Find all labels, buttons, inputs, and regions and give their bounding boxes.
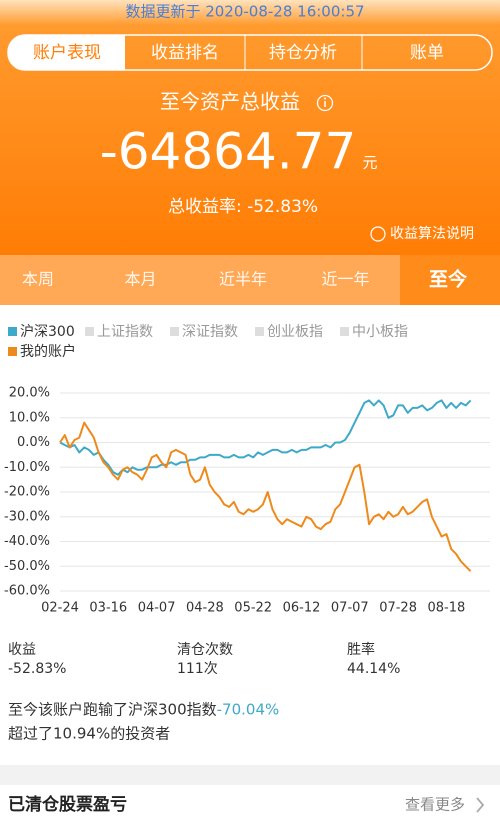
legend-swatch bbox=[8, 327, 17, 336]
summary-line: 至今该账户跑输了沪深300指数 bbox=[8, 701, 217, 719]
series-line bbox=[59, 399, 472, 476]
period[interactable]: 近一年 bbox=[321, 270, 369, 289]
legend-swatch bbox=[340, 327, 349, 336]
legend-label[interactable]: 上证指数 bbox=[97, 324, 153, 340]
summary-diff: -70.04% bbox=[217, 701, 280, 719]
stat-value: -52.83% bbox=[8, 661, 66, 677]
tab-bar bbox=[7, 34, 493, 71]
y-tick-label: -50.0% bbox=[4, 559, 50, 574]
legend-label[interactable]: 中小板指 bbox=[352, 324, 408, 340]
legend-swatch bbox=[8, 347, 17, 356]
x-tick-label: 04-28 bbox=[186, 601, 224, 616]
tab-active-bg bbox=[8, 35, 125, 70]
legend-swatch bbox=[255, 327, 264, 336]
y-tick-label: -20.0% bbox=[4, 485, 50, 500]
period[interactable]: 近半年 bbox=[219, 270, 267, 289]
separator bbox=[0, 765, 500, 785]
y-tick-label: -10.0% bbox=[4, 460, 50, 475]
info-icon-dot bbox=[324, 97, 326, 100]
x-tick-label: 05-22 bbox=[234, 601, 272, 616]
more-link[interactable]: 查看更多 bbox=[405, 796, 465, 814]
period[interactable]: 本月 bbox=[124, 270, 156, 289]
help-link[interactable]: 收益算法说明 bbox=[390, 226, 474, 242]
chevron bbox=[476, 797, 485, 813]
y-tick-label: 10.0% bbox=[9, 410, 50, 425]
summary-line: 超过了10.94%的投资者 bbox=[8, 725, 170, 743]
y-tick-label: 0.0% bbox=[17, 435, 50, 450]
x-tick-label: 07-07 bbox=[331, 601, 369, 616]
period[interactable]: 本周 bbox=[22, 270, 54, 289]
tab[interactable]: 账户表现 bbox=[33, 43, 101, 63]
legend-label[interactable]: 沪深300 bbox=[20, 324, 75, 340]
y-tick-label: 20.0% bbox=[9, 386, 50, 401]
tab[interactable]: 账单 bbox=[410, 43, 444, 63]
total-rate: 总收益率: -52.83% bbox=[168, 197, 318, 217]
stat-label: 清仓次数 bbox=[177, 642, 233, 658]
y-tick-label: -60.0% bbox=[4, 584, 50, 599]
total-label: 至今资产总收益 bbox=[160, 90, 300, 114]
stat-label: 收益 bbox=[8, 642, 36, 658]
legend-label[interactable]: 创业板指 bbox=[267, 324, 323, 340]
total-value: -64864.77 bbox=[100, 123, 357, 181]
info-icon[interactable] bbox=[316, 94, 334, 112]
series-line bbox=[59, 421, 472, 572]
x-tick-label: 02-24 bbox=[41, 601, 79, 616]
x-tick-label: 04-07 bbox=[138, 601, 176, 616]
legend-label[interactable]: 深证指数 bbox=[182, 324, 238, 340]
y-tick-label: -40.0% bbox=[4, 534, 50, 549]
tab[interactable]: 收益排名 bbox=[151, 43, 219, 63]
tab[interactable]: 持仓分析 bbox=[269, 43, 337, 63]
x-tick-label: 07-28 bbox=[379, 601, 417, 616]
update-time: 数据更新于 2020-08-28 16:00:57 bbox=[125, 3, 364, 21]
x-tick-label: 08-18 bbox=[428, 601, 466, 616]
legend-swatch bbox=[170, 327, 179, 336]
footer-title: 已清仓股票盈亏 bbox=[8, 794, 127, 815]
period[interactable]: 至今 bbox=[429, 268, 467, 291]
x-tick-label: 06-12 bbox=[283, 601, 321, 616]
legend-label[interactable]: 我的账户 bbox=[20, 343, 76, 360]
total-unit: 元 bbox=[362, 154, 377, 172]
stat-value: 44.14% bbox=[347, 661, 400, 677]
period-selected-bg bbox=[400, 255, 500, 305]
y-tick-label: -30.0% bbox=[4, 509, 50, 524]
help-icon[interactable] bbox=[370, 226, 386, 242]
x-tick-label: 03-16 bbox=[89, 601, 127, 616]
stat-value: 111次 bbox=[177, 661, 218, 677]
stat-label: 胜率 bbox=[347, 641, 375, 658]
legend-swatch bbox=[85, 327, 94, 336]
